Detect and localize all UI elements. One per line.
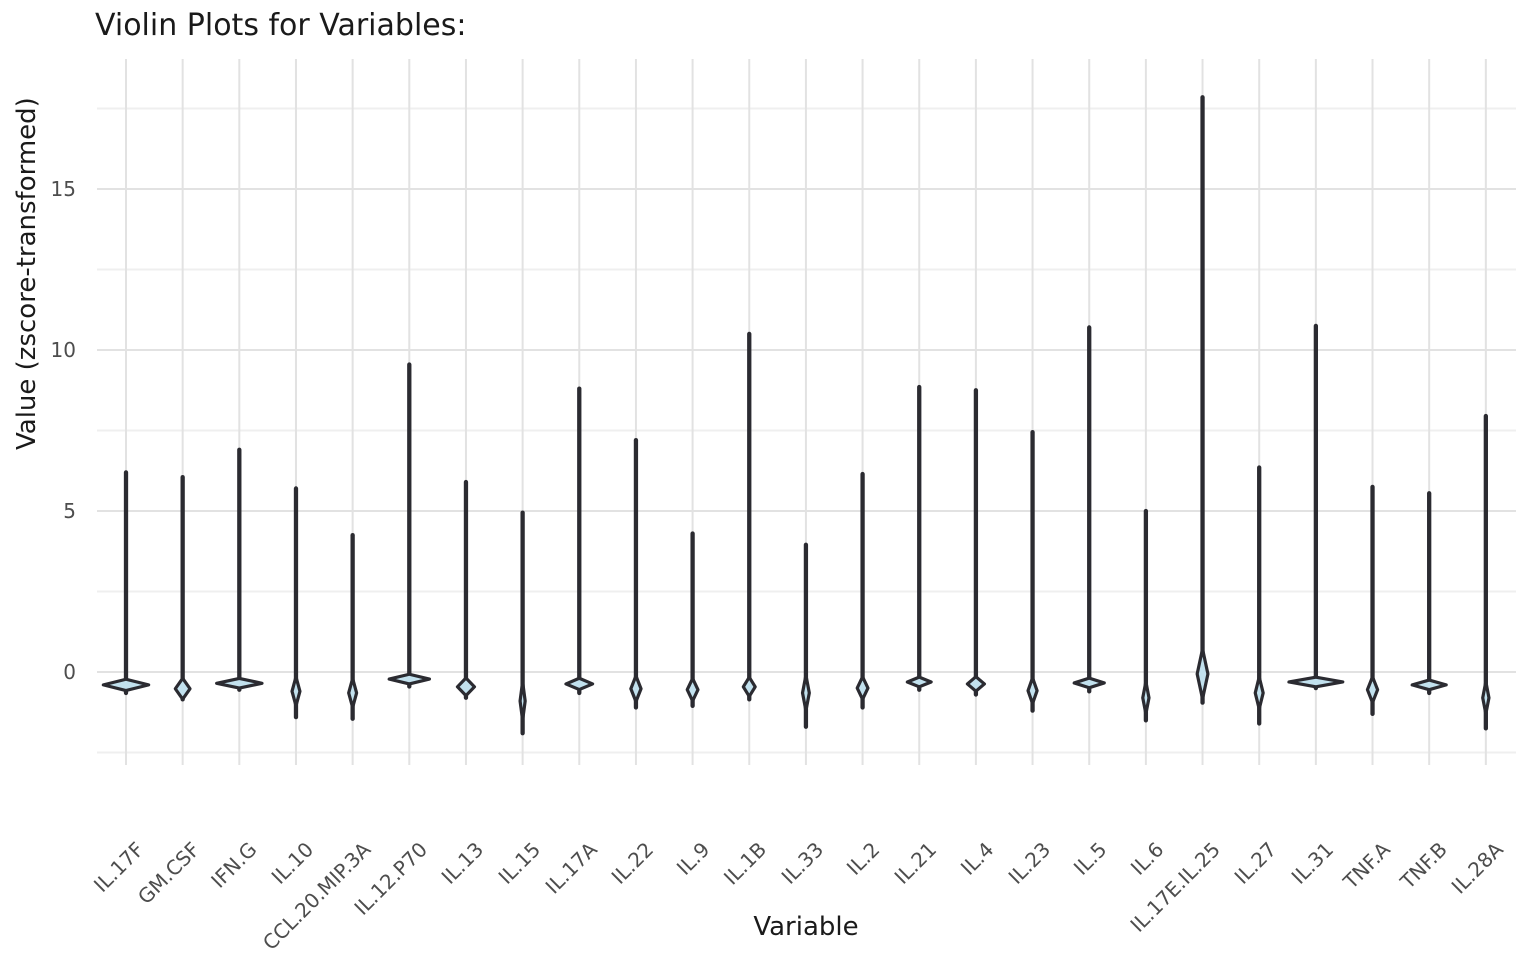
violin-bulge-IL.17F [101,677,151,693]
violin-bulge-IL.13 [455,676,477,698]
violin-bulge-IL.28A [1481,680,1491,716]
y-tick-label-0: 0 [63,660,76,684]
violin-bulge-IL.17A [564,676,595,692]
violin-bulge-IL.23 [1026,676,1039,706]
violin-bulge-IL.27 [1253,675,1265,711]
violin-bulge-IL.15 [518,680,527,722]
violin-bulge-IL.1B [741,675,757,699]
violin-bulge-TNF.B [1410,678,1448,692]
y-tick-label-5: 5 [63,499,76,523]
y-tick-label-10: 10 [50,338,76,362]
violin-bulge-IL.17E.IL.25 [1195,647,1210,701]
violin-bulge-IFN.G [215,676,264,690]
violin-bulge-IL.5 [1072,676,1106,690]
violin-bulge-IL.12.P70 [387,672,432,686]
x-axis-title: Variable [753,912,859,942]
violin-bulge-IL.9 [685,676,700,703]
violin-bulge-GM.CSF [173,676,192,701]
violin-bulge-IL.6 [1141,680,1151,716]
violin-bulge-CCL.20.MIP.3A [347,676,359,710]
violin-bulge-IL.31 [1287,675,1345,689]
violin-bulge-IL.21 [905,675,933,689]
y-tick-label-15: 15 [50,177,76,201]
y-axis-title: Value (zscore-transformed) [12,97,42,450]
violin-bulge-IL.22 [629,674,643,704]
chart-title: Violin Plots for Variables: [95,8,467,43]
violin-bulge-IL.4 [965,675,986,693]
violin-bulge-IL.10 [290,675,302,708]
violin-bulge-IL.33 [800,673,811,713]
violin-bulge-IL.2 [855,675,870,701]
violin-bulge-TNF.A [1365,675,1380,705]
